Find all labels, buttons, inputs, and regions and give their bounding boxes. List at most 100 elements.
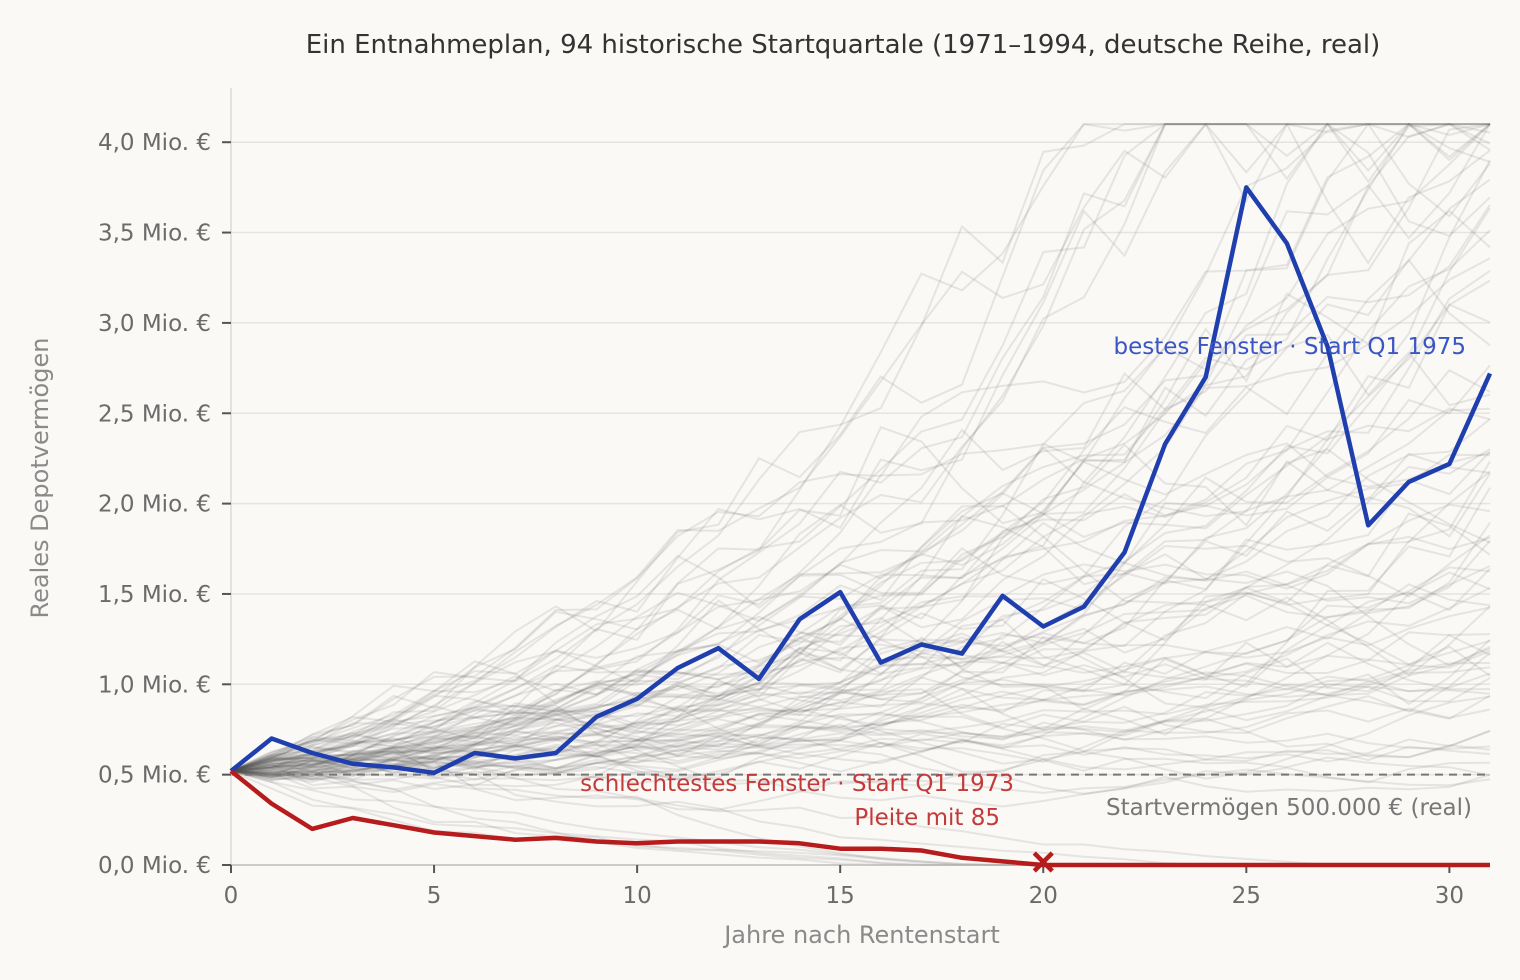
y-tick-label-6: 3,0 Mio. € xyxy=(98,311,211,337)
y-tick-label-2: 1,0 Mio. € xyxy=(98,672,211,698)
historical-path-18 xyxy=(230,443,1491,780)
historical-path-85 xyxy=(230,711,1491,787)
historical-path-63 xyxy=(230,653,1491,772)
historical-path-59 xyxy=(230,446,1491,772)
historical-path-54 xyxy=(230,257,1491,772)
x-tick-label-6: 30 xyxy=(1435,883,1464,909)
historical-path-50 xyxy=(230,123,1490,772)
historical-path-16 xyxy=(230,606,1491,775)
y-axis-label: Reales Depotvermögen xyxy=(26,338,54,619)
historical-path-47 xyxy=(230,761,1491,811)
x-axis-label: Jahre nach Rentenstart xyxy=(722,921,1000,949)
historical-path-90 xyxy=(230,535,1491,772)
historical-path-49 xyxy=(230,204,1491,772)
historical-path-53 xyxy=(230,470,1491,776)
best-window-label: bestes Fenster · Start Q1 1975 xyxy=(1113,334,1466,360)
historical-path-72 xyxy=(230,123,1490,772)
y-tick-label-7: 3,5 Mio. € xyxy=(98,221,211,247)
historical-path-19 xyxy=(230,652,1491,777)
historical-path-41 xyxy=(230,534,1491,772)
historical-path-83 xyxy=(230,512,1491,791)
historical-path-64 xyxy=(230,123,1491,772)
y-axis-ticks: 0,0 Mio. € 0,5 Mio. € 1,0 Mio. € 1,5 Mio. €… xyxy=(98,130,231,879)
x-tick-label-5: 25 xyxy=(1232,883,1261,909)
historical-path-29 xyxy=(230,647,1491,778)
historical-path-43 xyxy=(230,760,1491,794)
historical-path-8 xyxy=(230,178,1491,772)
historical-path-12 xyxy=(230,504,1491,772)
historical-path-11 xyxy=(230,515,1491,772)
historical-path-27 xyxy=(230,453,1491,772)
historical-path-13 xyxy=(230,571,1491,781)
historical-path-40 xyxy=(230,737,1491,783)
y-tick-label-1: 0,5 Mio. € xyxy=(98,763,211,789)
historical-path-24 xyxy=(230,566,1491,772)
historical-path-87 xyxy=(230,649,1491,772)
historical-path-78 xyxy=(230,364,1491,772)
historical-path-62 xyxy=(230,587,1491,772)
historical-path-37 xyxy=(230,407,1491,772)
historical-path-93 xyxy=(230,729,1491,773)
x-tick-label-0: 0 xyxy=(224,883,239,909)
x-tick-label-4: 20 xyxy=(1029,883,1058,909)
historical-path-30 xyxy=(230,122,1491,772)
worst-window-label: schlechtestes Fenster · Start Q1 1973 xyxy=(580,771,1014,797)
x-tick-label-2: 10 xyxy=(622,883,651,909)
historical-path-25 xyxy=(230,122,1490,772)
y-tick-label-0: 0,0 Mio. € xyxy=(98,853,211,879)
historical-path-31 xyxy=(230,122,1491,772)
historical-path-15 xyxy=(230,713,1491,772)
historical-path-9 xyxy=(230,623,1491,772)
x-tick-label-3: 15 xyxy=(826,883,855,909)
y-tick-label-5: 2,5 Mio. € xyxy=(98,401,211,427)
historical-path-61 xyxy=(230,522,1491,772)
historical-path-35 xyxy=(230,407,1491,772)
historical-path-60 xyxy=(230,418,1491,773)
historical-path-88 xyxy=(230,618,1491,772)
historical-path-71 xyxy=(230,451,1491,776)
worst-window-line xyxy=(229,769,1490,868)
historical-path-28 xyxy=(230,631,1491,782)
historical-path-89 xyxy=(230,472,1491,772)
y-tick-label-3: 1,5 Mio. € xyxy=(98,582,211,608)
historical-path-17 xyxy=(230,123,1491,774)
historical-path-84 xyxy=(230,122,1491,775)
historical-path-48 xyxy=(230,258,1491,781)
y-tick-label-8: 4,0 Mio. € xyxy=(98,130,211,156)
chart-title: Ein Entnahmeplan, 94 historische Startqu… xyxy=(306,30,1381,60)
ruin-label: Pleite mit 85 xyxy=(854,805,1000,831)
historical-path-92 xyxy=(230,632,1491,775)
historical-path-21 xyxy=(230,704,1491,808)
historical-path-66 xyxy=(230,561,1491,772)
historical-path-65 xyxy=(230,633,1491,778)
best-window-line xyxy=(229,185,1493,776)
historical-path-75 xyxy=(230,677,1491,778)
historical-path-80 xyxy=(230,123,1491,772)
historical-path-33 xyxy=(230,666,1491,775)
historical-path-2 xyxy=(230,770,1490,866)
ruin-marker xyxy=(1032,851,1054,873)
historical-path-45 xyxy=(230,707,1491,780)
historical-path-57 xyxy=(230,732,1491,772)
historical-path-55 xyxy=(230,123,1490,772)
historical-path-10 xyxy=(230,122,1491,772)
historical-path-73 xyxy=(230,123,1491,772)
historical-path-20 xyxy=(230,567,1491,778)
historical-path-56 xyxy=(230,207,1491,782)
ruin-x-mark xyxy=(1032,851,1054,873)
historical-path-77 xyxy=(230,639,1491,772)
y-tick-label-4: 2,0 Mio. € xyxy=(98,492,211,518)
historical-path-44 xyxy=(230,583,1491,772)
start-capital-label: Startvermögen 500.000 € (real) xyxy=(1106,795,1472,821)
historical-path-42 xyxy=(230,209,1491,772)
historical-path-76 xyxy=(230,685,1491,775)
historical-path-74 xyxy=(230,662,1491,785)
historical-path-38 xyxy=(230,123,1491,772)
historical-path-26 xyxy=(230,695,1491,791)
historical-path-51 xyxy=(230,448,1491,772)
historical-paths xyxy=(230,122,1491,866)
historical-path-36 xyxy=(230,123,1491,772)
highlighted-series xyxy=(229,185,1493,868)
